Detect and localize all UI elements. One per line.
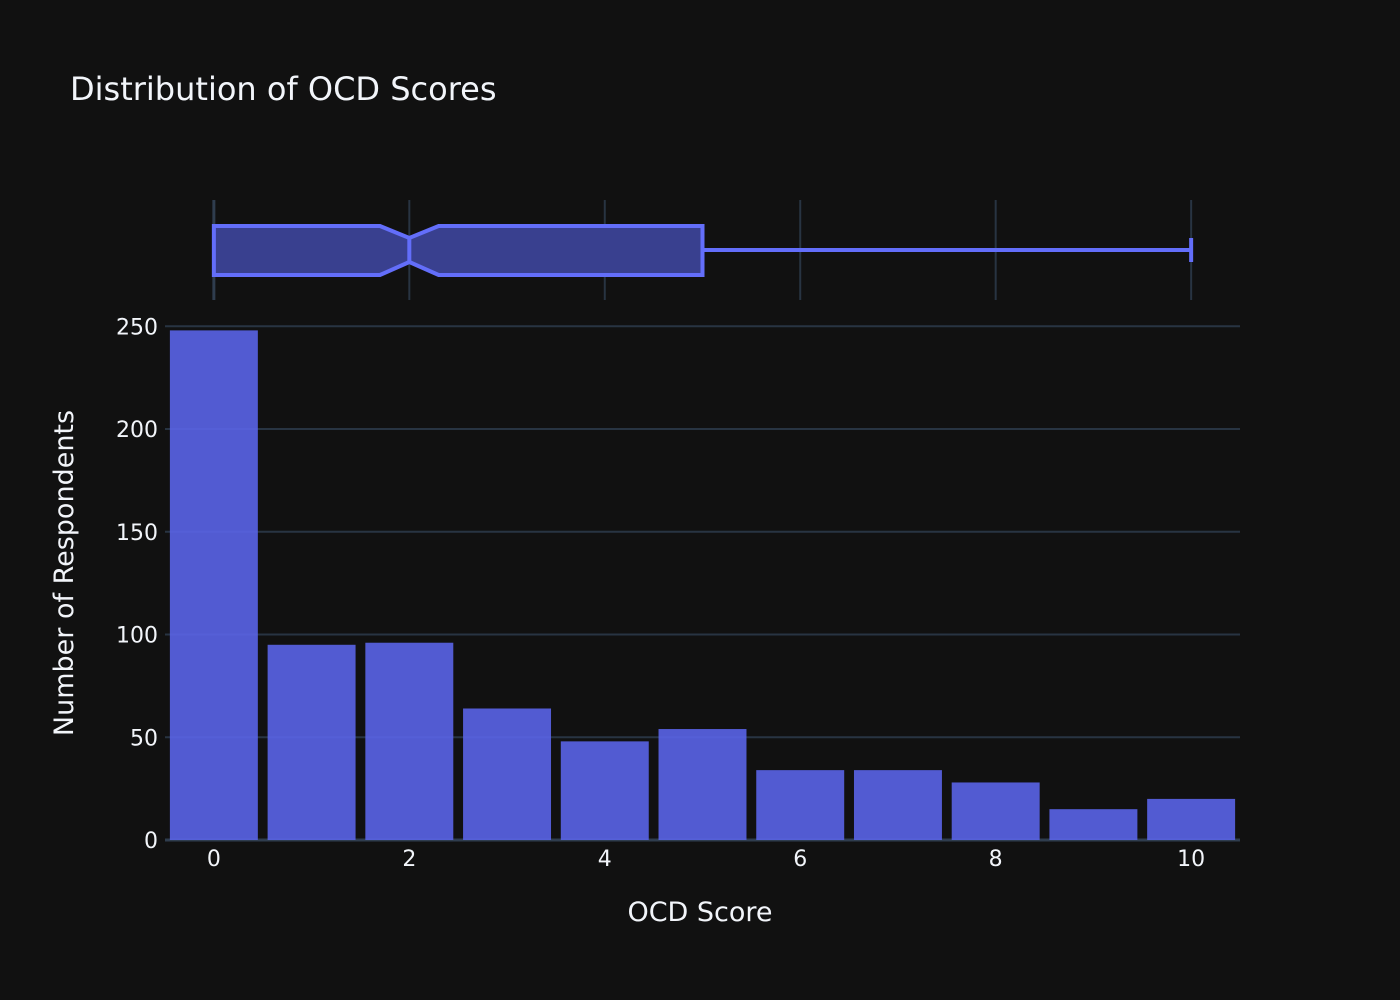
x-tick-label: 0 xyxy=(207,847,221,872)
histogram-bar xyxy=(658,729,747,840)
histogram-bar xyxy=(463,708,552,840)
y-tick-label: 150 xyxy=(116,521,158,546)
x-axis-ticks: 0 2 4 6 8 10 xyxy=(207,847,1205,872)
y-tick-label: 50 xyxy=(130,726,158,751)
x-axis-title: OCD Score xyxy=(627,897,772,928)
histogram-bar xyxy=(1049,809,1138,840)
y-tick-label: 200 xyxy=(116,418,158,443)
histogram-bar xyxy=(560,741,649,840)
y-tick-label: 0 xyxy=(144,829,158,854)
histogram-bar xyxy=(267,644,356,840)
histogram-bar xyxy=(365,642,454,840)
notched-box xyxy=(211,224,705,277)
x-tick-label: 8 xyxy=(989,847,1003,872)
histogram-bar xyxy=(853,770,942,840)
histogram-bar xyxy=(951,782,1040,840)
x-tick-label: 6 xyxy=(793,847,807,872)
marginal-box-plot xyxy=(211,224,1194,277)
y-axis-title: Number of Respondents xyxy=(49,410,80,736)
y-axis-ticks: 0 50 100 150 200 250 xyxy=(116,315,158,854)
x-tick-label: 10 xyxy=(1177,847,1205,872)
histogram-bars xyxy=(169,330,1236,840)
y-tick-label: 100 xyxy=(116,624,158,649)
histogram-bar xyxy=(1147,798,1236,840)
histogram-bar xyxy=(169,330,258,840)
y-tick-label: 250 xyxy=(116,315,158,340)
histogram-bar xyxy=(756,770,845,840)
chart-title: Distribution of OCD Scores xyxy=(70,70,497,108)
x-tick-label: 4 xyxy=(598,847,612,872)
x-tick-label: 2 xyxy=(402,847,416,872)
